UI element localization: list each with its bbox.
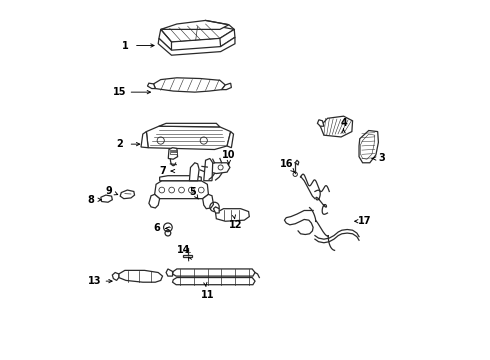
Text: 3: 3: [378, 153, 385, 163]
Polygon shape: [203, 194, 214, 209]
Polygon shape: [141, 132, 148, 148]
Text: 1: 1: [122, 41, 128, 50]
Polygon shape: [183, 255, 192, 257]
Text: 10: 10: [222, 150, 236, 160]
Polygon shape: [119, 270, 163, 282]
Text: 9: 9: [105, 186, 112, 196]
Text: 6: 6: [154, 224, 161, 233]
Text: 17: 17: [358, 216, 372, 226]
Text: 2: 2: [116, 139, 123, 149]
Polygon shape: [149, 194, 160, 208]
Polygon shape: [159, 30, 171, 50]
Polygon shape: [101, 195, 112, 202]
Polygon shape: [168, 148, 177, 159]
Polygon shape: [147, 83, 155, 89]
Polygon shape: [227, 132, 234, 148]
Text: 7: 7: [159, 166, 166, 176]
Text: 5: 5: [190, 187, 196, 197]
Text: 16: 16: [279, 159, 293, 169]
Text: 14: 14: [177, 245, 191, 255]
Text: 15: 15: [113, 87, 126, 97]
Polygon shape: [214, 207, 219, 213]
Text: 8: 8: [87, 195, 94, 205]
Text: 11: 11: [200, 291, 214, 301]
Text: 4: 4: [340, 118, 347, 128]
Polygon shape: [172, 269, 255, 276]
Polygon shape: [205, 163, 230, 174]
Polygon shape: [318, 120, 324, 126]
Polygon shape: [120, 190, 135, 199]
Polygon shape: [147, 126, 231, 149]
Polygon shape: [190, 163, 199, 181]
Polygon shape: [320, 116, 353, 137]
Polygon shape: [161, 21, 229, 30]
Bar: [170, 152, 176, 154]
Polygon shape: [166, 269, 172, 276]
Polygon shape: [158, 37, 235, 55]
Polygon shape: [172, 278, 255, 285]
Text: 12: 12: [229, 220, 243, 230]
Polygon shape: [359, 131, 378, 163]
Polygon shape: [221, 83, 231, 90]
Bar: [170, 149, 176, 151]
Polygon shape: [112, 273, 119, 280]
Polygon shape: [361, 134, 375, 159]
Polygon shape: [204, 158, 213, 181]
Polygon shape: [153, 78, 225, 92]
Polygon shape: [161, 24, 234, 42]
Polygon shape: [220, 30, 235, 46]
Polygon shape: [216, 209, 249, 221]
Polygon shape: [160, 176, 201, 181]
Polygon shape: [159, 123, 220, 127]
Polygon shape: [155, 181, 208, 199]
Text: 13: 13: [88, 276, 101, 286]
